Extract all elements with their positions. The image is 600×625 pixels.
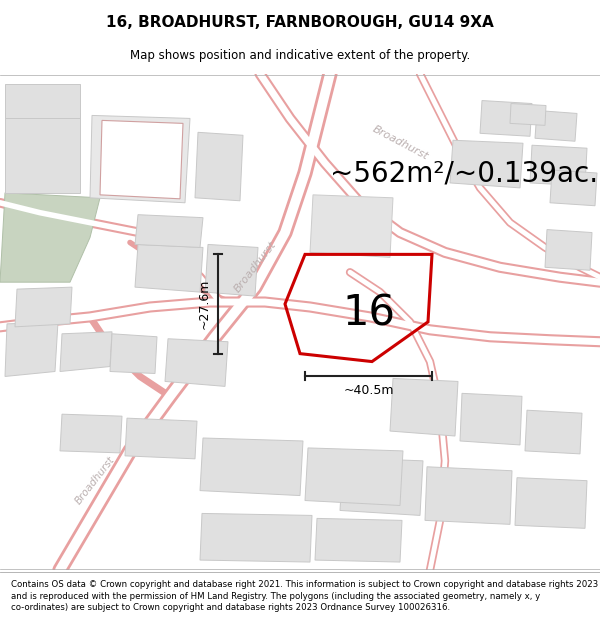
Text: 16: 16 <box>342 292 395 334</box>
Text: ~27.6m: ~27.6m <box>197 279 211 329</box>
Polygon shape <box>205 244 258 296</box>
Polygon shape <box>535 111 577 141</box>
Polygon shape <box>480 101 532 136</box>
Polygon shape <box>5 84 80 118</box>
Polygon shape <box>315 518 402 562</box>
Text: Broadhurst: Broadhurst <box>370 124 430 162</box>
Polygon shape <box>165 339 228 386</box>
Polygon shape <box>125 418 197 459</box>
Polygon shape <box>15 287 72 327</box>
Polygon shape <box>135 244 203 292</box>
Polygon shape <box>200 513 312 562</box>
Polygon shape <box>545 229 592 270</box>
Polygon shape <box>310 195 393 258</box>
Text: Contains OS data © Crown copyright and database right 2021. This information is : Contains OS data © Crown copyright and d… <box>11 580 598 612</box>
Text: ~562m²/~0.139ac.: ~562m²/~0.139ac. <box>330 159 598 187</box>
Polygon shape <box>515 478 587 528</box>
Text: 16, BROADHURST, FARNBOROUGH, GU14 9XA: 16, BROADHURST, FARNBOROUGH, GU14 9XA <box>106 14 494 29</box>
Text: Map shows position and indicative extent of the property.: Map shows position and indicative extent… <box>130 49 470 62</box>
Text: Broadhurst: Broadhurst <box>232 240 278 295</box>
Polygon shape <box>195 132 243 201</box>
Polygon shape <box>425 467 512 524</box>
Polygon shape <box>305 448 403 506</box>
Polygon shape <box>340 458 423 516</box>
Polygon shape <box>525 410 582 454</box>
Text: ~40.5m: ~40.5m <box>343 384 394 397</box>
Polygon shape <box>550 170 597 206</box>
Polygon shape <box>200 438 303 496</box>
Polygon shape <box>510 104 546 126</box>
Polygon shape <box>90 116 190 202</box>
Polygon shape <box>60 414 122 453</box>
Polygon shape <box>5 322 58 376</box>
Polygon shape <box>450 140 523 188</box>
Polygon shape <box>530 145 587 186</box>
Polygon shape <box>135 214 203 248</box>
Polygon shape <box>60 332 112 371</box>
Polygon shape <box>100 121 183 199</box>
Polygon shape <box>460 393 522 445</box>
Polygon shape <box>110 334 157 374</box>
Polygon shape <box>0 193 100 282</box>
Polygon shape <box>5 114 80 193</box>
Polygon shape <box>390 379 458 436</box>
Text: Broadhurst: Broadhurst <box>73 455 117 506</box>
